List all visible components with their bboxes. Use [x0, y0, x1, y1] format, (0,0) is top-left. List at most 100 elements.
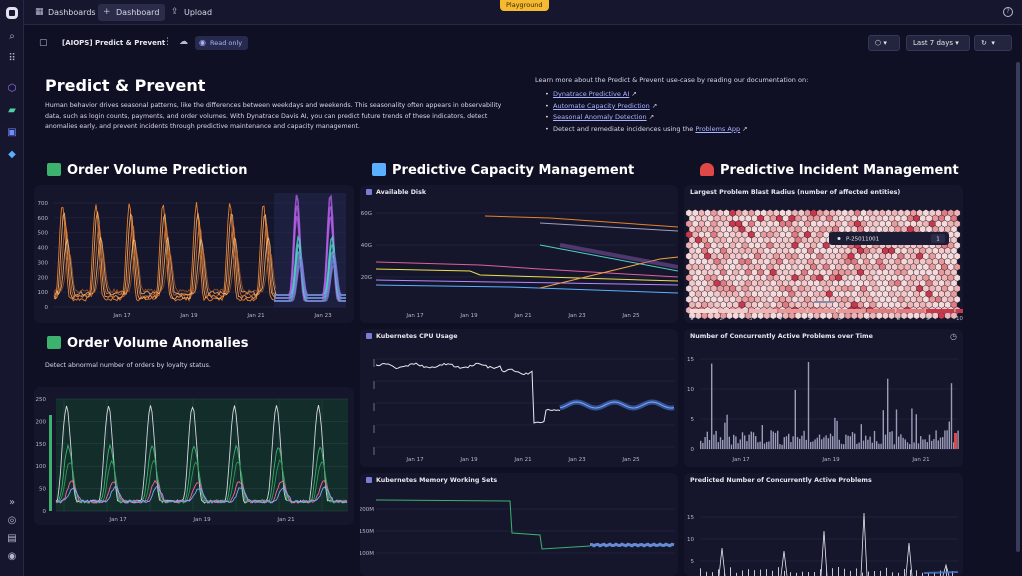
disk-series-line: [375, 268, 678, 282]
bar: [917, 443, 920, 449]
y-tick-label: 15: [687, 357, 694, 363]
y-tick-label: 150M: [360, 529, 374, 535]
doc-link[interactable]: Dynatrace Predictive AI: [553, 90, 630, 98]
predicted-spike: [780, 550, 788, 576]
more-options-icon[interactable]: ⋮: [163, 37, 172, 47]
notebook-app-icon[interactable]: ▣: [7, 127, 17, 138]
tile-active-problems[interactable]: Number of Concurrently Active Problems o…: [684, 329, 963, 467]
y-tick-label: 200: [36, 419, 47, 425]
cube-icon[interactable]: ⬡: [7, 83, 17, 94]
bar: [865, 435, 867, 449]
bar: [790, 442, 792, 449]
globe-icon[interactable]: ◎: [7, 515, 17, 526]
bar: [862, 572, 863, 576]
segment-selector-button[interactable]: ⬡ ▾: [868, 35, 900, 51]
bar: [900, 434, 902, 449]
legend-label: 7: [867, 316, 871, 322]
bar: [834, 417, 836, 449]
legend-swatch: [837, 309, 866, 313]
list-item: Dynatrace Predictive AI ↗: [545, 89, 748, 101]
predicted-spike: [905, 542, 913, 576]
scrollbar[interactable]: [1016, 62, 1020, 552]
bar: [840, 443, 843, 449]
tile-predicted-problems[interactable]: Predicted Number of Concurrently Active …: [684, 473, 963, 576]
bar: [772, 570, 773, 576]
bar: [874, 571, 875, 576]
y-tick-label: 200M: [360, 507, 374, 513]
timeframe-selector[interactable]: Last 7 days ▾: [906, 35, 970, 51]
bar: [763, 443, 766, 449]
doc-links-list: Dynatrace Predictive AI ↗ Automate Capac…: [545, 89, 748, 135]
bar: [818, 434, 821, 449]
dashboard-title[interactable]: [AIOPS] Predict & Prevent: [62, 39, 166, 47]
dynatrace-logo-icon[interactable]: [6, 7, 18, 19]
help-icon[interactable]: ?: [1003, 7, 1013, 17]
bar: [794, 389, 796, 449]
forecast-series-line: [273, 251, 346, 296]
honeycomb-cell: [875, 311, 883, 320]
bar: [718, 569, 719, 576]
tile-blast-radius[interactable]: Largest Problem Blast Radius (number of …: [684, 185, 963, 323]
x-tick-label: Jan 19: [192, 517, 211, 523]
docs-icon[interactable]: ▤: [7, 533, 17, 544]
bar: [737, 443, 739, 449]
bar: [847, 435, 849, 449]
honeycomb-cell: [869, 311, 877, 320]
anomaly-bar: [954, 433, 957, 449]
eye-icon: ◉: [199, 38, 206, 47]
legend-label: 5: [808, 316, 812, 322]
doc-link[interactable]: Automate Capacity Prediction: [553, 101, 650, 110]
bar: [832, 436, 834, 449]
doc-link[interactable]: Problems App: [695, 124, 741, 133]
y-tick-label: 5: [691, 417, 695, 423]
cloud-sync-icon: ☁: [179, 37, 188, 47]
bar: [816, 437, 818, 449]
honeycomb-cell: [732, 311, 740, 320]
tooltip-value-box: [931, 234, 945, 243]
x-tick-label: Jan 21: [513, 313, 531, 319]
search-icon[interactable]: ⌕: [9, 31, 15, 42]
bar: [892, 572, 893, 576]
user-icon[interactable]: ◉: [7, 551, 17, 562]
bar: [790, 572, 791, 576]
bar: [889, 431, 891, 449]
dashboards-app-icon[interactable]: ▰: [8, 105, 16, 116]
refresh-button[interactable]: ↻ ▾: [974, 35, 1012, 51]
cpu-icon: [366, 333, 372, 339]
disk-icon: [366, 189, 372, 195]
honeycomb-cell: [738, 311, 746, 320]
bar: [882, 410, 884, 449]
expand-icon[interactable]: »: [8, 497, 16, 508]
apps-grid-icon[interactable]: ⠿: [8, 53, 16, 64]
honeycomb-cell: [726, 311, 733, 320]
honeycomb-cell: [950, 311, 958, 320]
shield-app-icon[interactable]: ◆: [8, 149, 16, 160]
tile-k8s-memory[interactable]: Kubernetes Memory Working Sets 200M 150M 1…: [360, 473, 678, 576]
bar: [850, 570, 851, 576]
tile-order-volume-prediction[interactable]: 700 600 500 400 300 200 100 0 Jan 17 Jan 19 Jan 21…: [34, 185, 354, 323]
tab-upload[interactable]: ⇪ Upload: [171, 7, 213, 18]
tab-dashboards[interactable]: ▦ Dashboards: [35, 7, 96, 18]
clock-icon[interactable]: ◷: [950, 332, 957, 341]
tab-dashboard[interactable]: + Dashboard: [98, 4, 166, 21]
bar: [886, 567, 887, 576]
bar: [922, 572, 923, 576]
dashboard-icon: ▦: [35, 7, 44, 17]
x-tick-label: Jan 25: [621, 457, 640, 463]
doc-link[interactable]: Seasonal Anomaly Detection: [553, 113, 647, 121]
sidebar-toggle-icon[interactable]: ▢: [39, 38, 48, 48]
legend-label: 4: [779, 316, 783, 322]
x-tick-label: Jan 21: [911, 457, 929, 463]
legend-swatch: [690, 309, 718, 313]
bar: [906, 442, 909, 449]
bar: [911, 408, 913, 449]
bar: [772, 431, 774, 449]
bar: [713, 434, 715, 449]
tile-k8s-cpu[interactable]: Kubernetes CPU Usage Jan 17 Jan 19 Jan 21 J…: [360, 329, 678, 467]
tile-order-volume-anomalies[interactable]: 250 200 150 100 50 0 Jan 17 Jan 19 Jan 21: [34, 387, 354, 525]
y-tick-label: 400: [38, 246, 49, 252]
tile-available-disk[interactable]: Available Disk 60G 40G 20G Jan 17 Jan 19 Jan …: [360, 185, 678, 323]
legend-label: 8: [897, 316, 901, 322]
bar: [838, 439, 840, 449]
bar: [920, 436, 922, 449]
